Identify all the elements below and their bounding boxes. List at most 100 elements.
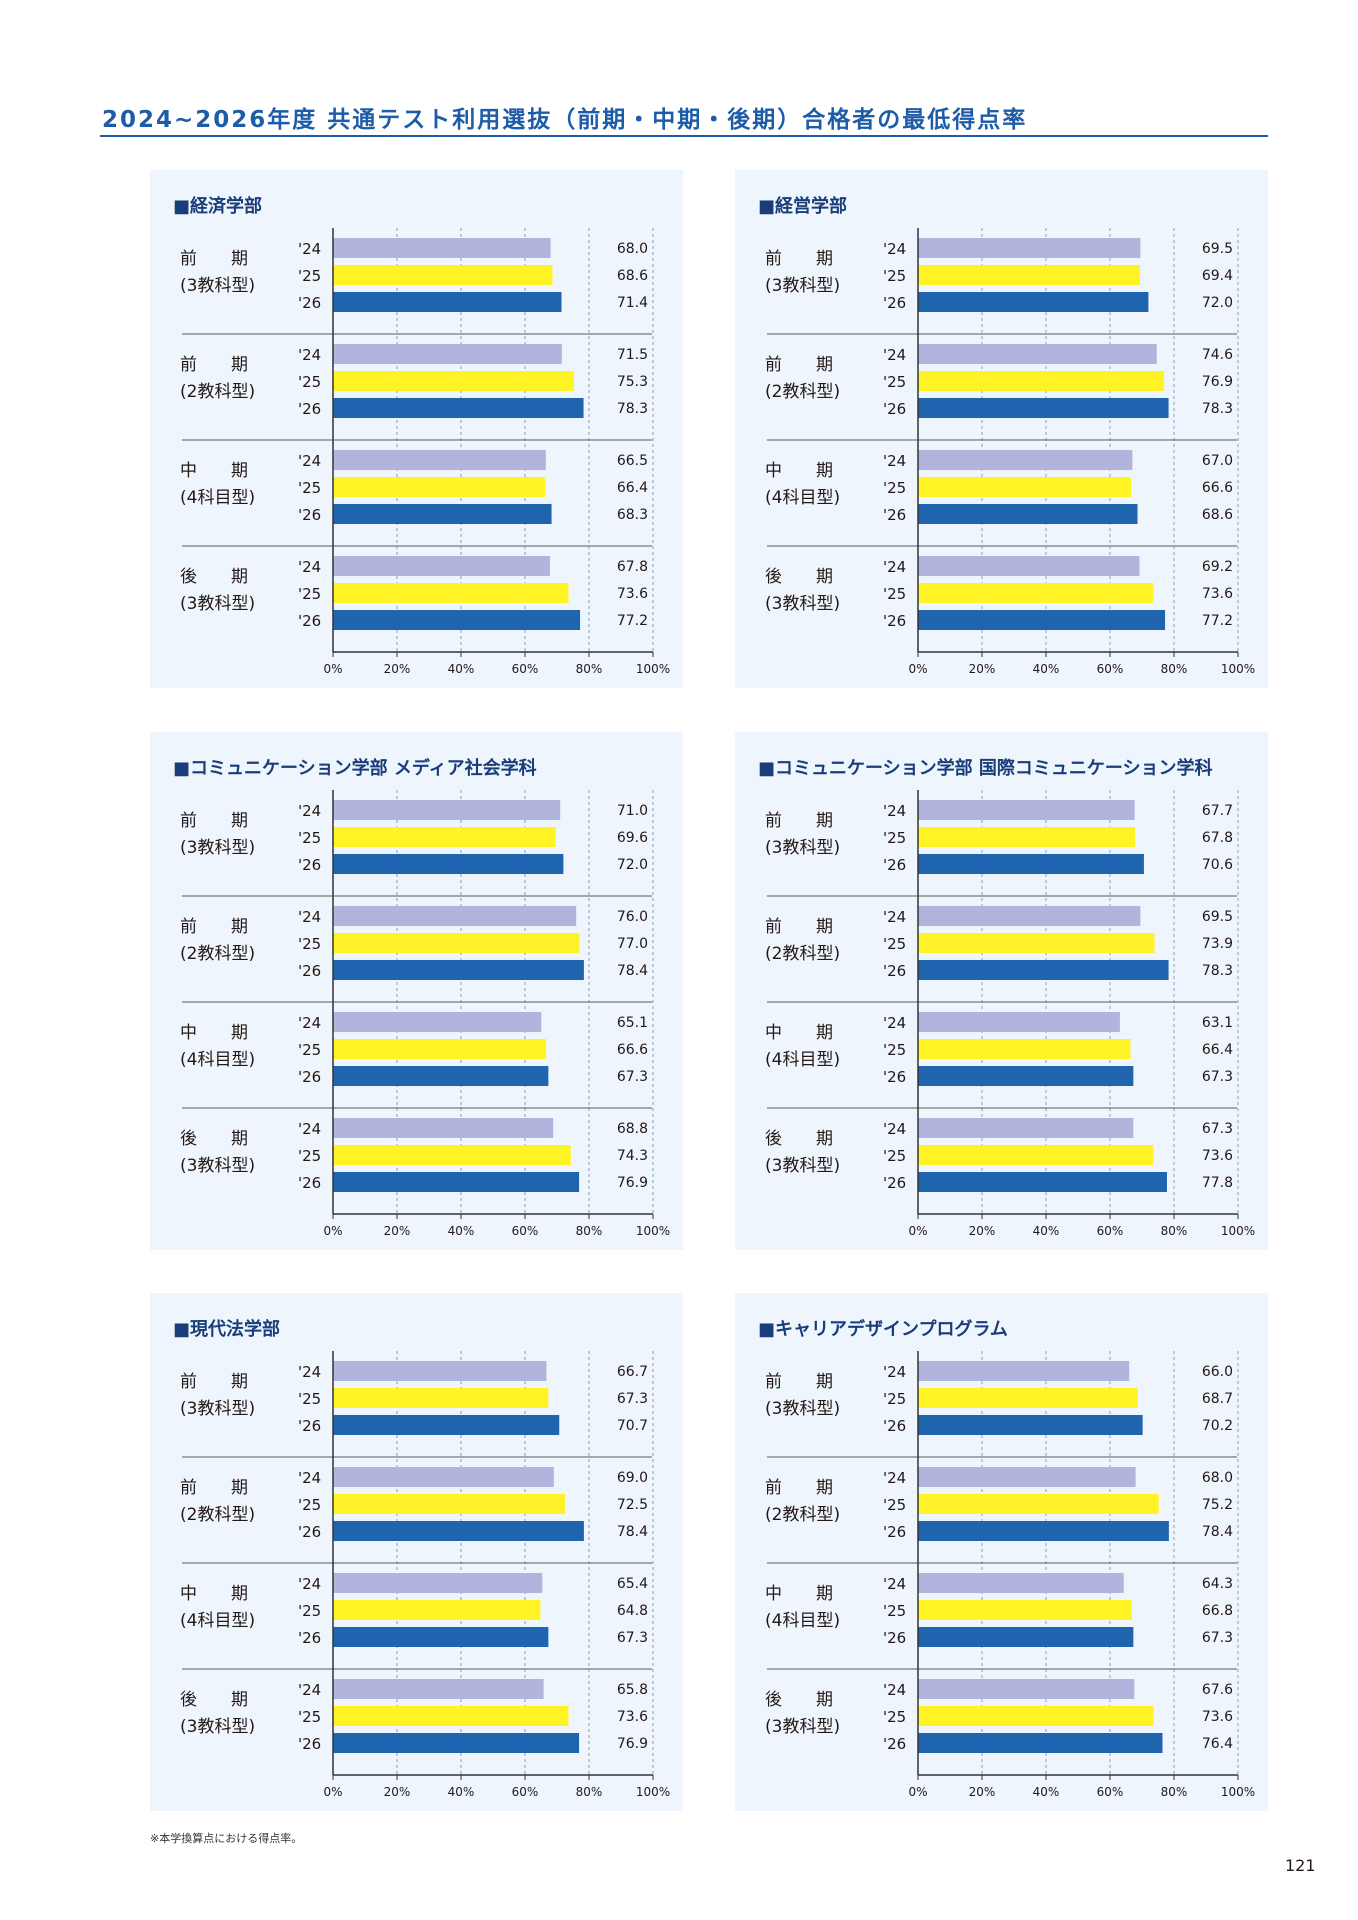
year-label: '24 [298, 240, 321, 258]
group-label: 後 期 [180, 1129, 248, 1149]
x-tick-label: 40% [448, 1785, 475, 1799]
group-sublabel: (4科目型) [765, 488, 840, 508]
year-label: '26 [883, 506, 906, 524]
bar [918, 556, 1140, 576]
year-label: '25 [883, 1147, 906, 1165]
group-label: 前 期 [765, 249, 833, 269]
bar-chart: 前 期 (3教科型) '24 68.0 '25 68.6 '26 71.4 前 期 (2教科型) '… [180, 228, 670, 676]
chart-panel-intl-communication: ■コミュニケーション学部 国際コミュニケーション学科 前 期 (3教科型) '24 6… [735, 732, 1268, 1250]
year-label: '26 [298, 1068, 321, 1086]
year-label: '25 [298, 373, 321, 391]
group-label: 中 期 [180, 461, 248, 481]
group-label: 前 期 [765, 917, 833, 937]
group-sublabel: (2教科型) [765, 944, 840, 964]
bar [918, 583, 1154, 603]
bar [918, 1706, 1154, 1726]
value-label: 73.6 [1202, 586, 1233, 602]
value-label: 68.8 [617, 1121, 648, 1137]
year-label: '26 [883, 962, 906, 980]
value-label: 67.3 [617, 1069, 648, 1085]
bar [918, 292, 1149, 312]
bar [918, 1118, 1134, 1138]
bar-chart: 前 期 (3教科型) '24 71.0 '25 69.6 '26 72.0 前 期 (2教科型) '… [180, 790, 670, 1238]
group-sublabel: (3教科型) [765, 594, 840, 614]
x-tick-label: 80% [1161, 662, 1188, 676]
bar [333, 1172, 580, 1192]
group-sublabel: (2教科型) [180, 1505, 255, 1525]
panel-title: ■コミュニケーション学部 メディア社会学科 [173, 758, 537, 779]
bar [333, 854, 564, 874]
group-sublabel: (3教科型) [765, 276, 840, 296]
value-label: 76.9 [617, 1175, 648, 1191]
bar [918, 1066, 1134, 1086]
group-sublabel: (3教科型) [180, 1399, 255, 1419]
group-label: 後 期 [765, 1690, 833, 1710]
value-label: 67.3 [617, 1391, 648, 1407]
group-sublabel: (3教科型) [180, 838, 255, 858]
value-label: 66.4 [617, 480, 648, 496]
x-tick-label: 0% [323, 662, 342, 676]
value-label: 68.3 [617, 507, 648, 523]
group-sublabel: (2教科型) [180, 944, 255, 964]
group-sublabel: (3教科型) [765, 1399, 840, 1419]
x-tick-label: 20% [384, 662, 411, 676]
value-label: 67.3 [1202, 1630, 1233, 1646]
bar [333, 398, 584, 418]
x-tick-label: 100% [636, 662, 670, 676]
chart-panel-modern-law: ■現代法学部 前 期 (3教科型) '24 66.7'25 67.3'26 70.7 前 期… [150, 1293, 683, 1811]
year-label: '25 [883, 585, 906, 603]
year-label: '25 [298, 479, 321, 497]
value-label: 77.2 [1202, 613, 1233, 629]
year-label: '24 [298, 1363, 321, 1381]
page-title: 2024~2026年度 共通テスト利用選抜（前期・中期・後期）合格者の最低得点率 [102, 107, 1028, 133]
value-label: 77.0 [617, 936, 648, 952]
panel-title: ■コミュニケーション学部 国際コミュニケーション学科 [758, 758, 1213, 779]
x-tick-label: 20% [969, 662, 996, 676]
bar [918, 1627, 1134, 1647]
year-label: '26 [298, 400, 321, 418]
bar [918, 800, 1135, 820]
value-label: 78.4 [617, 1524, 648, 1540]
x-tick-label: 20% [969, 1785, 996, 1799]
year-label: '26 [883, 1174, 906, 1192]
chart-panel-economics: ■経済学部 前 期 (3教科型) '24 68.0 '25 68.6 '26 71.4 前 期 (… [150, 170, 683, 688]
group-sublabel: (3教科型) [180, 1717, 255, 1737]
value-label: 78.3 [617, 401, 648, 417]
footnote: ※本学換算点における得点率。 [150, 1832, 303, 1845]
bar [333, 238, 551, 258]
bar [333, 1706, 569, 1726]
bar [333, 1679, 544, 1699]
bar-chart: 前 期 (3教科型) '24 67.7 '25 67.8 '26 70.6 前 期 (2教科型) '… [765, 790, 1255, 1238]
year-label: '25 [298, 1147, 321, 1165]
bar [918, 933, 1155, 953]
panel-title: ■現代法学部 [173, 1319, 281, 1340]
year-label: '26 [883, 1629, 906, 1647]
year-label: '25 [883, 1390, 906, 1408]
panel-title: ■経済学部 [173, 196, 263, 217]
bar [333, 477, 546, 497]
x-tick-label: 100% [1221, 1785, 1255, 1799]
bar [918, 1145, 1154, 1165]
value-label: 70.7 [617, 1418, 648, 1434]
bar [333, 265, 553, 285]
bar [333, 1361, 547, 1381]
year-label: '24 [883, 1363, 906, 1381]
value-label: 67.3 [1202, 1121, 1233, 1137]
x-tick-label: 80% [1161, 1785, 1188, 1799]
value-label: 74.6 [1202, 347, 1233, 363]
value-label: 69.5 [1202, 241, 1233, 257]
value-label: 72.0 [617, 857, 648, 873]
year-label: '24 [883, 240, 906, 258]
group-sublabel: (4科目型) [765, 1611, 840, 1631]
value-label: 66.6 [617, 1042, 648, 1058]
bar-chart: 前 期 (3教科型) '24 66.0 '25 68.7 '26 70.2 前 期 (2教科型) '… [765, 1351, 1255, 1799]
group-sublabel: (2教科型) [765, 1505, 840, 1525]
x-tick-label: 40% [448, 1224, 475, 1238]
value-label: 72.5 [617, 1497, 648, 1513]
panel-title: ■経営学部 [758, 196, 848, 217]
value-label: 71.0 [617, 803, 648, 819]
value-label: 67.3 [1202, 1069, 1233, 1085]
panel-title: ■キャリアデザインプログラム [758, 1319, 1008, 1340]
value-label: 66.4 [1202, 1042, 1233, 1058]
bar [918, 238, 1141, 258]
